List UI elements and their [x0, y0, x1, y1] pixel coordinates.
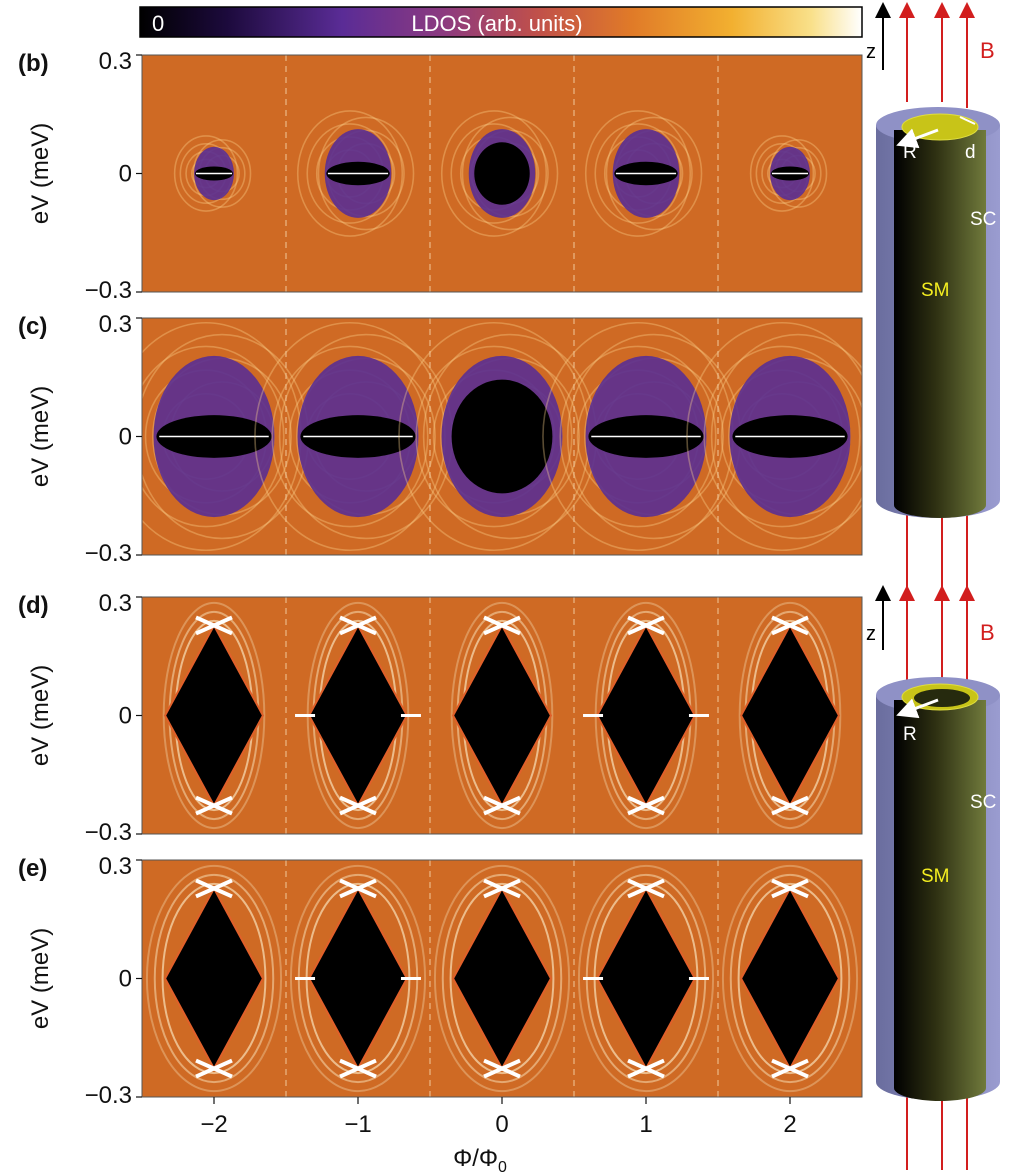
panel-d: (d) 0.3 0 −0.3 eV (meV)	[18, 590, 863, 846]
y-tick-label: 0	[119, 161, 132, 188]
schematic-hollow-core: z B R SC SM	[866, 585, 1000, 1170]
y-axis-label: eV (meV)	[27, 665, 54, 766]
x-tick-label: −1	[344, 1111, 371, 1138]
colorbar: 0 LDOS (arb. units)	[139, 6, 863, 38]
band-crossing	[195, 878, 233, 1079]
colorbar-gradient	[139, 6, 863, 38]
schematic2-z-label: z	[866, 623, 876, 645]
schematic2-r-label: R	[903, 724, 917, 745]
band-crossing	[339, 615, 377, 816]
panel-e: (e) 0.3 0 −0.3 eV (meV)	[18, 853, 863, 1109]
y-tick-label: −0.3	[85, 819, 132, 846]
band-crossing	[483, 615, 521, 816]
ldos-gap	[451, 379, 553, 494]
y-tick-label: 0	[119, 703, 132, 730]
schematic1-z-label: z	[866, 41, 876, 63]
y-axis-label: eV (meV)	[27, 928, 54, 1029]
ldos-panels: (b) 0.30−0.3eV (meV)(c) 0.30−0.3eV (meV)(d…	[18, 48, 863, 1109]
x-axis: −2 −1 0 1 2 Φ/Φ0	[200, 1097, 797, 1174]
y-tick-label: −0.3	[85, 540, 132, 567]
x-tick-label: 0	[495, 1111, 508, 1138]
y-tick-label: 0	[119, 966, 132, 993]
x-tick-label: 2	[783, 1111, 796, 1138]
panel-label: (d)	[18, 592, 49, 619]
y-tick-label: 0	[119, 424, 132, 451]
x-tick-label: −2	[200, 1111, 227, 1138]
ldos-gap	[474, 142, 530, 205]
y-tick-label: 0.3	[99, 590, 132, 617]
schematic2-sc-label: SC	[970, 792, 996, 813]
schematic1-sc-label: SC	[970, 209, 996, 230]
band-crossing	[195, 615, 233, 816]
band-crossing	[627, 878, 665, 1079]
y-tick-label: 0.3	[99, 311, 132, 338]
panel-c: (c) 0.3 0 −0.3 eV (meV)	[18, 311, 863, 567]
x-tick-label: 1	[639, 1111, 652, 1138]
colorbar-title: LDOS (arb. units)	[411, 11, 582, 36]
band-crossing	[483, 878, 521, 1079]
panel-label: (b)	[18, 50, 49, 77]
band-crossing	[339, 878, 377, 1079]
y-axis-label: eV (meV)	[27, 386, 54, 487]
schematic1-r-label: R	[903, 142, 917, 163]
colorbar-min-label: 0	[152, 11, 164, 36]
schematic2-b-label: B	[980, 620, 995, 645]
y-tick-label: 0.3	[99, 48, 132, 75]
panel-b: (b) 0.3 0 −0.3 eV (meV)	[18, 48, 863, 304]
y-tick-label: 0.3	[99, 853, 132, 880]
schematic1-sm-label: SM	[921, 280, 950, 301]
panel-label: (c)	[18, 313, 47, 340]
band-crossing	[771, 615, 809, 816]
panel-label: (e)	[18, 855, 47, 882]
y-tick-label: −0.3	[85, 277, 132, 304]
schematic2-sm-label: SM	[921, 866, 950, 887]
y-axis-label: eV (meV)	[27, 123, 54, 224]
schematic1-d-label: d	[965, 142, 976, 163]
y-tick-label: −0.3	[85, 1082, 132, 1109]
band-crossing	[771, 878, 809, 1079]
schematic1-b-label: B	[980, 38, 995, 63]
band-crossing	[627, 615, 665, 816]
x-axis-label: Φ/Φ0	[453, 1145, 507, 1174]
